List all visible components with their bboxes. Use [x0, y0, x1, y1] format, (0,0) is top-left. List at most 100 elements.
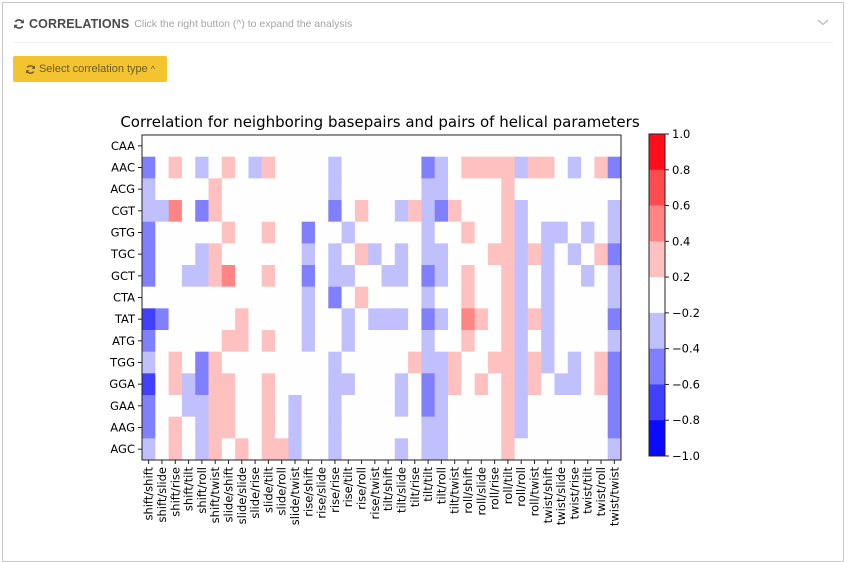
heatmap-cell-GCT-roll/shift	[461, 265, 475, 287]
heatmap-cell-TAT-rise/roll	[354, 308, 369, 331]
heatmap-cell-GTG-tilt/shift	[381, 221, 396, 244]
heatmap-cell-GCT-roll/rise	[487, 265, 502, 287]
heatmap-cell-GAA-slide/twist	[288, 395, 302, 417]
heatmap-cell-TAT-tilt/slide	[394, 308, 409, 331]
heatmap-cell-AAC-tilt/twist	[448, 156, 462, 179]
heatmap-cell-GGA-twist/shift	[541, 373, 555, 396]
heatmap-cell-AAG-shift/rise	[168, 416, 183, 439]
heatmap-cell-GGA-twist/roll	[594, 373, 608, 396]
heatmap-cell-CGT-shift/roll	[195, 200, 209, 222]
heatmap-cell-ATG-roll/tilt	[501, 330, 515, 352]
heatmap-cell-GGA-roll/slide	[474, 373, 489, 396]
heatmap-cell-AGC-twist/roll	[594, 438, 608, 461]
y-tick-label: CGT	[111, 204, 136, 218]
heatmap-cell-TGG-tilt/slide	[394, 351, 409, 374]
heatmap-cell-TAT-rise/shift	[301, 308, 316, 331]
heatmap-cell-CAA-slide/shift	[221, 135, 236, 157]
heatmap-cell-TGC-tilt/twist	[448, 243, 462, 266]
heatmap-cell-CTA-rise/tilt	[341, 286, 356, 309]
heatmap-cell-AAC-shift/twist	[208, 156, 223, 179]
heatmap-cell-AAG-twist/twist	[607, 416, 622, 439]
heatmap-cell-ATG-twist/shift	[541, 330, 555, 352]
select-correlation-type-button[interactable]: Select correlation type ^	[13, 56, 167, 82]
chart-title: Correlation for neighboring basepairs an…	[120, 113, 640, 131]
heatmap-cell-GTG-shift/tilt	[181, 221, 196, 244]
heatmap-cell-AAG-rise/twist	[368, 416, 382, 439]
heatmap-cell-CTA-shift/twist	[208, 286, 223, 309]
heatmap-cell-AAG-slide/twist	[288, 416, 302, 439]
heatmap-cell-TGG-tilt/roll	[434, 351, 449, 374]
heatmap-cell-AAC-shift/shift	[142, 156, 156, 179]
collapse-toggle-button[interactable]	[813, 13, 833, 31]
heatmap-cell-AAG-twist/rise	[567, 416, 582, 439]
heatmap-cell-ATG-shift/rise	[168, 330, 183, 352]
y-tick-label: AGC	[110, 442, 135, 456]
heatmap-cell-GAA-twist/slide	[554, 395, 569, 417]
heatmap-cell-TGC-slide/shift	[221, 243, 236, 266]
heatmap-cell-TGC-shift/slide	[155, 243, 169, 266]
heatmap-cell-GAA-shift/shift	[142, 395, 156, 417]
heatmap-cell-TAT-slide/slide	[235, 308, 249, 331]
heatmap-cell-GTG-shift/shift	[142, 221, 156, 244]
heatmap-cell-AAG-tilt/roll	[434, 416, 449, 439]
heatmap-cell-GCT-twist/twist	[607, 265, 622, 287]
heatmap-cell-AGC-shift/shift	[142, 438, 156, 461]
heatmap-cell-TAT-twist/slide	[554, 308, 569, 331]
heatmap-cell-CAA-shift/rise	[168, 135, 183, 157]
heatmap-cell-CGT-slide/tilt	[261, 200, 276, 222]
heatmap-cell-ACG-twist/shift	[541, 178, 555, 201]
colorbar-tick-label: −0.6	[672, 377, 700, 391]
heatmap-cell-AGC-tilt/shift	[381, 438, 396, 461]
y-tick-label: GTG	[111, 226, 135, 240]
heatmap-cell-TGC-rise/slide	[314, 243, 329, 266]
heatmap-cell-AAG-tilt/rise	[408, 416, 422, 439]
heatmap-cell-GTG-twist/twist	[607, 221, 622, 244]
heatmap-cell-GAA-rise/twist	[368, 395, 382, 417]
heatmap-cell-ATG-slide/rise	[248, 330, 263, 352]
x-tick-label: roll/tilt	[501, 467, 515, 505]
heatmap-cell-AAC-twist/rise	[567, 156, 582, 179]
heatmap-cell-GGA-roll/tilt	[501, 373, 515, 396]
heatmap-cell-GCT-tilt/twist	[448, 265, 462, 287]
x-tick-label: tilt/tilt	[421, 467, 435, 502]
heatmap-cell-TAT-twist/shift	[541, 308, 555, 331]
heatmap-cell-GGA-roll/rise	[487, 373, 502, 396]
heatmap-cell-CAA-rise/tilt	[341, 135, 356, 157]
heatmap-cell-CAA-tilt/shift	[381, 135, 396, 157]
y-tick-label: TAT	[114, 312, 136, 326]
heatmap-cell-TGC-rise/rise	[328, 243, 342, 266]
heatmap-cell-GTG-roll/twist	[527, 221, 542, 244]
heatmap-cell-TGC-rise/roll	[354, 243, 369, 266]
heatmap-cell-GTG-rise/rise	[328, 221, 342, 244]
heatmap-cell-TGG-slide/shift	[221, 351, 236, 374]
heatmap-cell-GTG-twist/slide	[554, 221, 569, 244]
heatmap-cell-TGG-shift/slide	[155, 351, 169, 374]
heatmap-cell-GGA-tilt/rise	[408, 373, 422, 396]
heatmap-cell-CTA-roll/tilt	[501, 286, 515, 309]
heatmap-cell-ACG-shift/roll	[195, 178, 209, 201]
heatmap-cell-AGC-twist/rise	[567, 438, 582, 461]
heatmap-cell-TGC-slide/tilt	[261, 243, 276, 266]
heatmap-cell-TGG-roll/tilt	[501, 351, 515, 374]
heatmap-cell-ACG-tilt/shift	[381, 178, 396, 201]
heatmap-cell-AGC-tilt/slide	[394, 438, 409, 461]
heatmap-cell-GTG-rise/shift	[301, 221, 316, 244]
heatmap-cell-ACG-rise/shift	[301, 178, 316, 201]
heatmap-cell-GCT-tilt/rise	[408, 265, 422, 287]
heatmap-cell-GCT-shift/twist	[208, 265, 223, 287]
heatmap-cell-GCT-slide/shift	[221, 265, 236, 287]
heatmap-cell-ATG-shift/slide	[155, 330, 169, 352]
heatmap-cell-CAA-roll/slide	[474, 135, 489, 157]
heatmap-cell-AAG-roll/twist	[527, 416, 542, 439]
heatmap-cell-ACG-tilt/twist	[448, 178, 462, 201]
heatmap-cell-AAC-rise/roll	[354, 156, 369, 179]
heatmap-cell-GAA-slide/roll	[275, 395, 289, 417]
heatmap-cell-CTA-shift/roll	[195, 286, 209, 309]
heatmap-cell-ACG-roll/shift	[461, 178, 475, 201]
heatmap-cell-TGC-shift/tilt	[181, 243, 196, 266]
heatmap-cell-TGC-tilt/shift	[381, 243, 396, 266]
heatmap-cell-CGT-tilt/roll	[434, 200, 449, 222]
heatmap-cell-TGG-slide/slide	[235, 351, 249, 374]
heatmap-cell-TGC-slide/rise	[248, 243, 263, 266]
heatmap-cell-AAG-shift/shift	[142, 416, 156, 439]
